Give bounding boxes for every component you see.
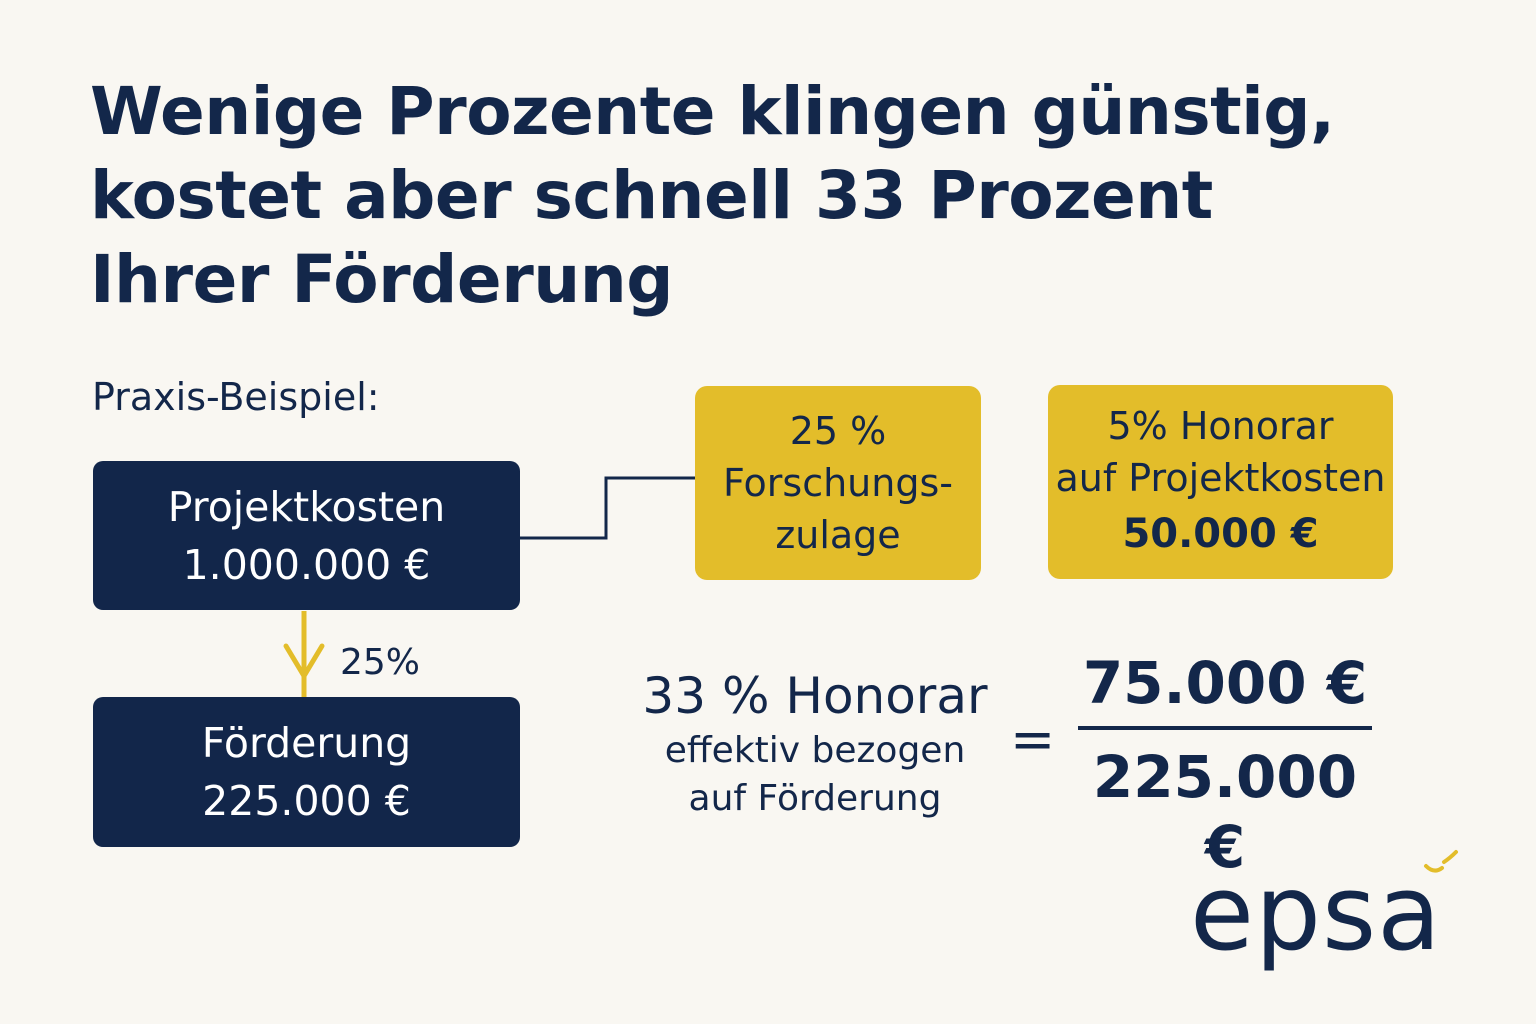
fraction-bar <box>1078 726 1372 730</box>
funding-value: 225.000 € <box>202 777 411 825</box>
fee-box: 5% Honorar auf Projektkosten 50.000 € <box>1048 385 1393 579</box>
arrow-percentage-label: 25% <box>340 642 421 683</box>
research-allowance-box: 25 % Forschungs- zulage <box>695 386 981 580</box>
title-line-1: Wenige Prozente klingen günstig, <box>90 73 1335 150</box>
effective-fee-desc-2: auf Förderung <box>688 778 942 819</box>
fee-amount: 50.000 € <box>1122 511 1319 557</box>
research-allowance-label-1: Forschungs- <box>723 461 953 505</box>
project-costs-value: 1.000.000 € <box>182 540 431 589</box>
fraction-denominator: 225.000 € <box>1092 743 1358 881</box>
effective-fee-label: 33 % Honorar effektiv bezogen auf Förder… <box>610 665 1020 823</box>
equals-sign: = <box>1010 708 1056 771</box>
fee-fraction: 75.000 € 225.000 € <box>1078 648 1372 882</box>
effective-fee-desc-1: effektiv bezogen <box>664 730 966 771</box>
research-allowance-label-2: zulage <box>775 513 901 557</box>
fee-percent-label: 5% Honorar <box>1107 404 1334 448</box>
logo-spark-icon <box>1424 850 1458 873</box>
funding-box: Förderung 225.000 € <box>93 697 520 847</box>
fraction-numerator: 75.000 € <box>1082 649 1368 717</box>
project-costs-label: Projektkosten <box>167 482 446 531</box>
project-costs-box: Projektkosten 1.000.000 € <box>93 461 520 610</box>
arrow-head-icon <box>283 643 325 679</box>
effective-fee-percent: 33 % Honorar <box>642 667 988 725</box>
epsa-logo: epsa <box>1190 852 1442 974</box>
example-heading: Praxis-Beispiel: <box>92 375 380 419</box>
research-allowance-percent: 25 % <box>789 409 887 453</box>
page-title: Wenige Prozente klingen günstig, kostet … <box>90 70 1470 322</box>
connector-line-projekt-zulage <box>520 476 695 540</box>
title-line-3: Ihrer Förderung <box>90 241 673 318</box>
title-line-2: kostet aber schnell 33 Prozent <box>90 157 1213 234</box>
fee-basis-label: auf Projektkosten <box>1055 456 1386 500</box>
funding-label: Förderung <box>201 719 412 767</box>
